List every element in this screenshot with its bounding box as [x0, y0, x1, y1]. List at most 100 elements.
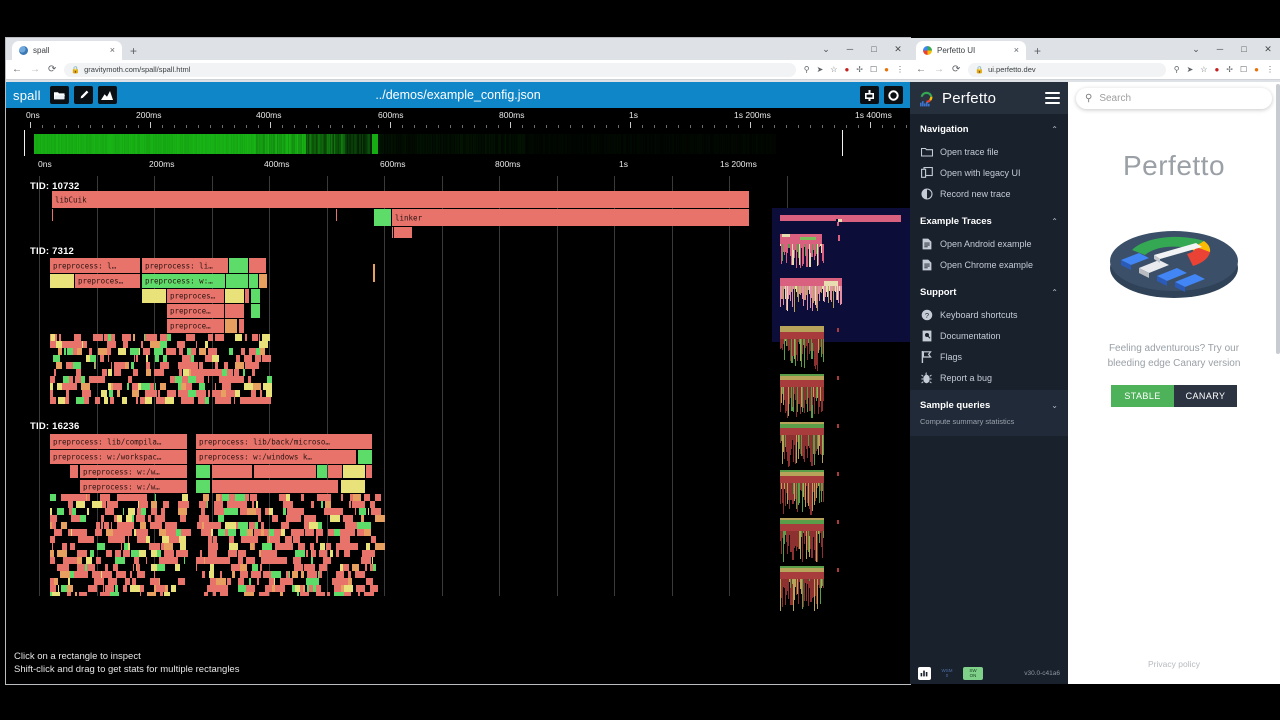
flame-block[interactable] [205, 355, 212, 362]
flame-block-linker[interactable]: linker [392, 209, 749, 226]
flame-block[interactable] [109, 390, 113, 397]
flame-block[interactable] [319, 571, 322, 578]
flame-block[interactable] [67, 592, 71, 596]
flame-block[interactable] [364, 529, 371, 536]
flame-block[interactable] [147, 592, 156, 596]
flame-block[interactable] [132, 390, 139, 397]
flame-block[interactable] [262, 334, 270, 341]
flame-block[interactable] [87, 494, 90, 501]
flame-block[interactable] [108, 536, 115, 543]
flame-block[interactable] [249, 536, 253, 543]
flame-block[interactable] [373, 264, 376, 282]
flame-block[interactable] [178, 390, 182, 397]
flame-block[interactable] [89, 376, 91, 383]
flame-block[interactable] [137, 536, 139, 543]
flame-block[interactable] [50, 334, 51, 341]
flame-block[interactable] [280, 592, 283, 596]
flame-block[interactable] [252, 564, 258, 571]
flame-block[interactable] [205, 557, 213, 564]
flame-block[interactable] [142, 289, 166, 303]
spall-detail-ruler[interactable]: 0ns 200ms 400ms 600ms 800ms 1s 1s 200ms [6, 156, 910, 176]
flame-block[interactable] [169, 557, 178, 564]
flame-block[interactable] [102, 571, 112, 578]
flame-block[interactable] [105, 564, 108, 571]
flame-block[interactable] [285, 557, 287, 564]
flame-block[interactable] [126, 515, 132, 522]
flame-block[interactable] [149, 543, 152, 550]
flame-block[interactable] [254, 348, 256, 355]
flame-block[interactable] [156, 397, 165, 404]
flame-block[interactable] [228, 550, 237, 557]
settings-button[interactable] [860, 86, 879, 104]
flame-block[interactable] [137, 564, 140, 571]
flame-block[interactable] [222, 557, 230, 564]
flame-block[interactable] [76, 397, 84, 404]
flame-block[interactable] [204, 592, 208, 596]
spall-minimap[interactable] [772, 208, 910, 634]
flame-block[interactable] [124, 543, 128, 550]
flame-block[interactable] [156, 585, 165, 592]
flame-block[interactable] [245, 334, 247, 341]
flame-block[interactable] [270, 536, 280, 543]
flame-block[interactable] [132, 522, 134, 529]
share-icon[interactable]: ➤ [816, 65, 824, 74]
flame-block[interactable] [316, 536, 318, 543]
flame-block[interactable] [131, 550, 139, 557]
flame-block[interactable] [370, 585, 378, 592]
flame-block[interactable] [394, 227, 412, 238]
flame-block[interactable] [306, 550, 308, 557]
flame-block[interactable] [139, 348, 140, 355]
flame-block[interactable] [220, 571, 222, 578]
flame-block[interactable] [267, 536, 269, 543]
flame-block[interactable] [69, 508, 72, 515]
flame-block[interactable] [101, 515, 104, 522]
star-icon[interactable]: ☆ [830, 65, 838, 74]
flame-block[interactable] [78, 536, 88, 543]
flame-block[interactable] [145, 390, 154, 397]
reload-icon[interactable]: ⟳ [48, 63, 57, 75]
flame-block[interactable] [311, 501, 314, 508]
flame-block[interactable] [110, 501, 118, 508]
flame-block[interactable] [50, 557, 55, 564]
flame-block[interactable] [96, 557, 101, 564]
flame-block[interactable] [121, 529, 127, 536]
flame-block[interactable] [321, 501, 323, 508]
flame-block[interactable] [182, 376, 183, 383]
flame-block[interactable] [164, 550, 174, 557]
flame-block[interactable] [289, 571, 290, 578]
flame-block[interactable] [58, 564, 67, 571]
flame-block[interactable] [372, 557, 373, 564]
section-header[interactable]: Navigation ⌃ [910, 114, 1068, 141]
flame-block[interactable] [138, 383, 141, 390]
flame-block[interactable] [247, 508, 256, 515]
flame-block[interactable] [127, 383, 129, 390]
flame-block[interactable] [275, 557, 285, 564]
flame-block[interactable] [338, 550, 339, 557]
flame-block[interactable] [365, 508, 366, 515]
flame-block[interactable] [75, 592, 77, 596]
flame-block[interactable] [62, 341, 64, 348]
flame-block[interactable] [57, 383, 62, 390]
flame-block[interactable] [178, 578, 185, 585]
flame-block[interactable]: preprocess: li… [142, 258, 228, 273]
flame-block[interactable] [368, 508, 369, 515]
flame-block[interactable] [286, 494, 290, 501]
flame-block[interactable] [199, 515, 209, 522]
perfetto-tab[interactable]: Perfetto UI × [916, 41, 1026, 60]
flame-block[interactable] [324, 508, 334, 515]
flame-block[interactable]: preproce… [167, 304, 224, 318]
flame-block[interactable]: preproce… [167, 319, 224, 333]
flame-block[interactable] [132, 494, 138, 501]
flame-block[interactable] [102, 501, 106, 508]
flame-block[interactable] [358, 501, 365, 508]
flame-block[interactable] [86, 494, 87, 501]
flame-block[interactable] [244, 355, 252, 362]
flame-block[interactable] [54, 578, 58, 585]
flame-block[interactable] [158, 390, 160, 397]
flame-block[interactable] [341, 585, 344, 592]
flame-block[interactable] [95, 397, 100, 404]
flame-block[interactable] [227, 376, 234, 383]
flame-block[interactable] [155, 383, 156, 390]
flame-block[interactable] [117, 390, 120, 397]
flame-block[interactable] [345, 543, 355, 550]
